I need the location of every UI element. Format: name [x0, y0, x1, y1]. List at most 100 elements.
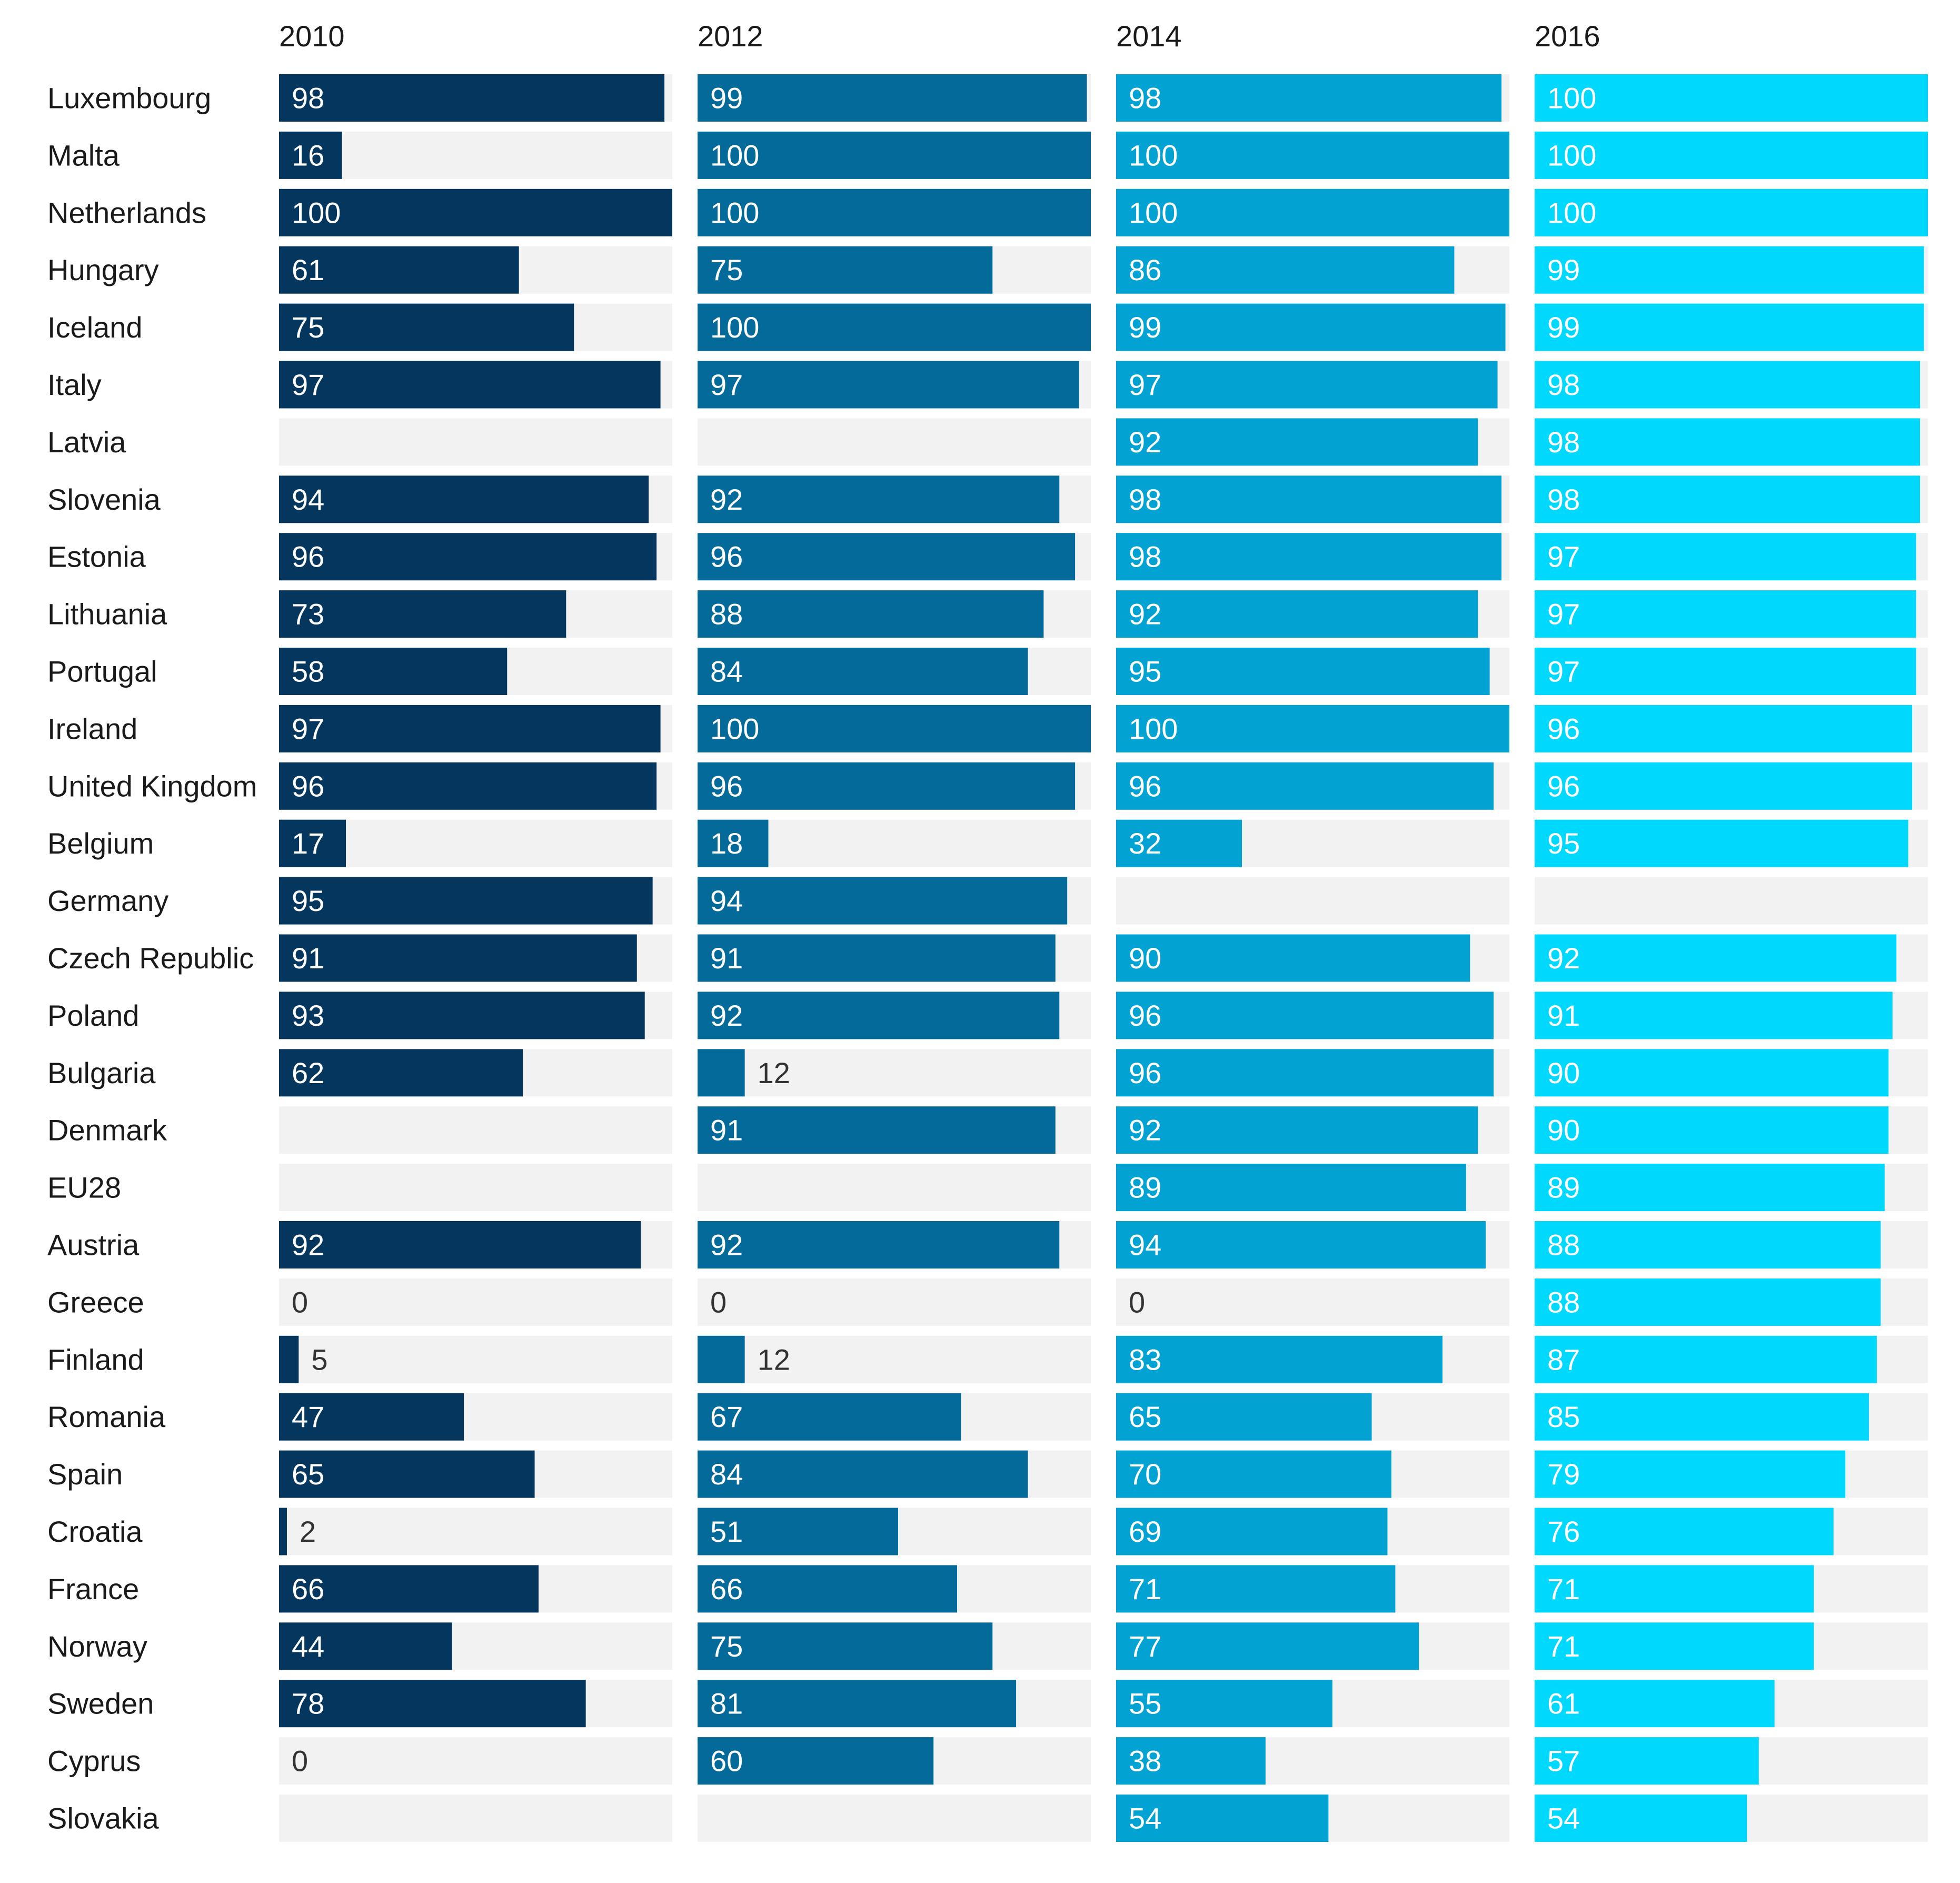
data-label: 16: [292, 138, 324, 172]
data-label: 97: [1547, 655, 1580, 688]
bar: [1116, 1565, 1396, 1613]
data-label: 100: [1129, 138, 1178, 172]
data-label: 92: [710, 1228, 743, 1262]
data-label: 93: [292, 999, 324, 1032]
bar: [1116, 1795, 1329, 1842]
bar: [1116, 361, 1498, 409]
data-label: 75: [710, 1630, 743, 1663]
bar: [279, 1450, 535, 1498]
data-label: 97: [292, 712, 324, 745]
bar: [279, 1565, 539, 1613]
bar: [1535, 648, 1916, 695]
data-label: 79: [1547, 1458, 1580, 1491]
data-label: 99: [1129, 311, 1161, 344]
data-label: 100: [710, 138, 759, 172]
data-label: 70: [1129, 1458, 1161, 1491]
bar-track: [698, 1795, 1091, 1842]
bar-track: [1116, 1278, 1509, 1326]
bar: [1535, 590, 1916, 638]
country-label: Denmark: [47, 1114, 167, 1147]
data-label: 92: [710, 483, 743, 516]
bar-track: [279, 1164, 672, 1212]
data-label: 98: [1547, 483, 1580, 516]
bar-track: [698, 1164, 1091, 1212]
data-label: 94: [710, 884, 743, 917]
bar-track: [1535, 877, 1928, 925]
bar: [1116, 648, 1490, 695]
bar: [698, 1450, 1028, 1498]
data-label: 69: [1129, 1515, 1161, 1548]
bar: [698, 590, 1044, 638]
data-label: 66: [292, 1572, 324, 1605]
bar: [1535, 1737, 1759, 1785]
data-label: 88: [1547, 1285, 1580, 1319]
bar-track: [279, 1335, 672, 1383]
data-label: 97: [1547, 598, 1580, 631]
bar: [1116, 1164, 1466, 1212]
bar-track: [698, 1335, 1091, 1383]
country-label: Croatia: [47, 1515, 143, 1548]
bar: [698, 934, 1056, 982]
bar: [1116, 1393, 1372, 1441]
bar: [1116, 934, 1470, 982]
bar: [1535, 1106, 1889, 1154]
bar-track: [1116, 877, 1509, 925]
data-label: 61: [1547, 1687, 1580, 1720]
bar-track: [279, 418, 672, 466]
data-label: 91: [710, 1114, 743, 1147]
bar: [1116, 189, 1509, 236]
bar: [698, 74, 1087, 122]
country-label: Luxembourg: [47, 82, 211, 115]
data-label: 97: [292, 368, 324, 401]
data-label: 100: [1547, 138, 1596, 172]
bar: [279, 74, 665, 122]
bar: [698, 475, 1060, 523]
data-label: 12: [758, 1343, 790, 1376]
bar: [698, 1335, 745, 1383]
bar: [1116, 1622, 1419, 1670]
data-label: 88: [710, 598, 743, 631]
data-label: 65: [292, 1458, 324, 1491]
country-label: Czech Republic: [47, 941, 254, 975]
bar: [279, 819, 346, 867]
bar-track: [279, 131, 672, 179]
bar: [1535, 131, 1928, 179]
data-label: 92: [1129, 598, 1161, 631]
country-label: Latvia: [47, 425, 126, 459]
bar: [698, 1106, 1056, 1154]
data-label: 54: [1547, 1802, 1580, 1835]
country-label: Ireland: [47, 712, 137, 745]
data-label: 100: [710, 712, 759, 745]
year-header: 2012: [698, 19, 763, 53]
country-label: Spain: [47, 1458, 123, 1491]
data-label: 0: [292, 1745, 308, 1778]
data-label: 98: [1129, 540, 1161, 573]
bar: [279, 1335, 299, 1383]
data-label: 96: [1129, 999, 1161, 1032]
data-label: 95: [1129, 655, 1161, 688]
bar: [1116, 303, 1506, 351]
bar: [1116, 1450, 1391, 1498]
bar-track: [279, 1278, 672, 1326]
bar: [279, 533, 657, 581]
data-label: 91: [1547, 999, 1580, 1032]
data-label: 96: [1547, 712, 1580, 745]
country-label: Greece: [47, 1285, 144, 1319]
bar: [279, 762, 657, 810]
data-label: 12: [758, 1056, 790, 1089]
bar: [1535, 1795, 1747, 1842]
country-label: Austria: [47, 1228, 140, 1262]
data-label: 98: [1129, 483, 1161, 516]
bar: [279, 1049, 523, 1097]
bar: [1535, 189, 1928, 236]
data-label: 77: [1129, 1630, 1161, 1663]
bar: [698, 1737, 934, 1785]
bar: [698, 1221, 1060, 1268]
data-label: 100: [1129, 196, 1178, 229]
bar: [698, 819, 769, 867]
country-label: Lithuania: [47, 598, 167, 631]
bar: [1535, 475, 1921, 523]
data-label: 97: [1129, 368, 1161, 401]
bar: [1535, 1565, 1814, 1613]
